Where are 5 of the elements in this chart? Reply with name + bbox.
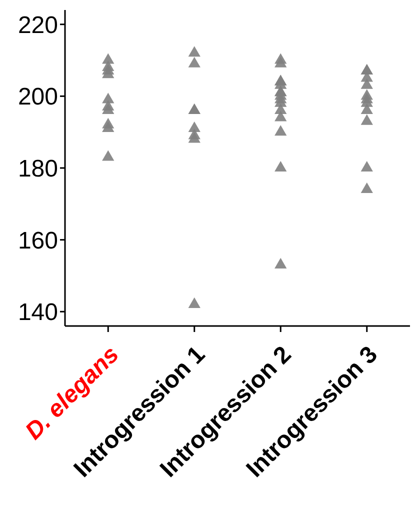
y-tick-label: 200 [18, 84, 58, 111]
y-tick-label: 220 [18, 12, 58, 39]
y-tick-label: 180 [18, 156, 58, 183]
y-tick-label: 140 [18, 299, 58, 326]
y-tick-label: 160 [18, 227, 58, 254]
